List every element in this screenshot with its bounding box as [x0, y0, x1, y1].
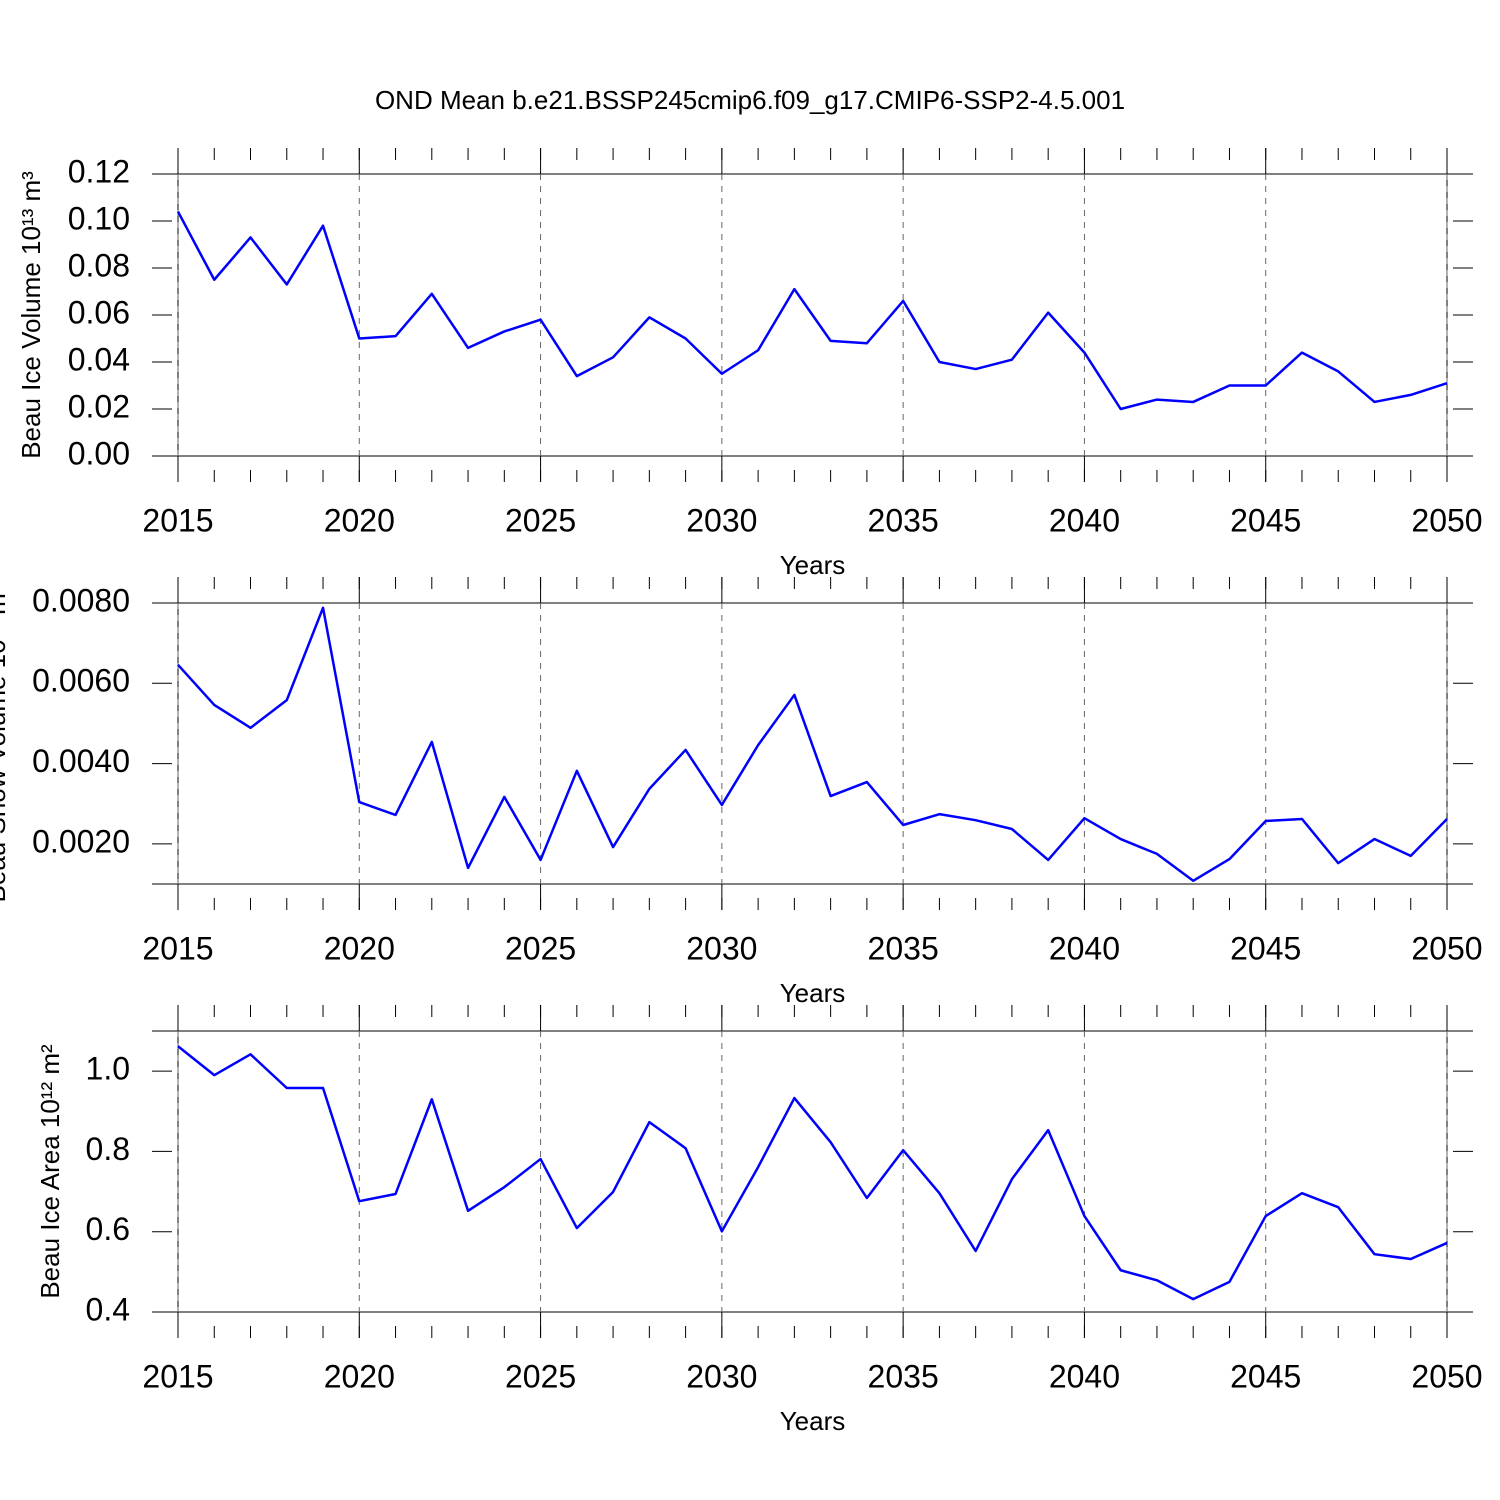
y-tick-label: 0.0020	[32, 823, 130, 859]
x-tick-label: 2030	[686, 1358, 757, 1394]
y-tick-label: 0.8	[86, 1131, 130, 1167]
x-tick-label: 2050	[1411, 1358, 1482, 1394]
x-tick-label: 2040	[1049, 502, 1120, 538]
y-tick-label: 0.08	[68, 247, 130, 283]
y-axis-label: Beau Snow Volume 10¹³ m³	[0, 584, 11, 902]
x-tick-label: 2045	[1230, 502, 1301, 538]
y-tick-label: 0.4	[86, 1291, 130, 1327]
figure-title: OND Mean b.e21.BSSP245cmip6.f09_g17.CMIP…	[375, 85, 1125, 115]
x-tick-label: 2035	[868, 930, 939, 966]
x-tick-label: 2020	[324, 930, 395, 966]
y-tick-label: 0.04	[68, 341, 130, 377]
x-tick-label: 2040	[1049, 1358, 1120, 1394]
x-tick-label: 2035	[868, 1358, 939, 1394]
x-tick-label: 2015	[142, 1358, 213, 1394]
y-tick-label: 0.0080	[32, 582, 130, 618]
y-tick-label: 0.00	[68, 435, 130, 471]
x-tick-label: 2045	[1230, 930, 1301, 966]
y-tick-label: 0.0040	[32, 743, 130, 779]
x-tick-label: 2030	[686, 930, 757, 966]
y-tick-label: 0.10	[68, 200, 130, 236]
y-tick-label: 0.02	[68, 388, 130, 424]
x-tick-label: 2025	[505, 502, 576, 538]
y-tick-label: 0.6	[86, 1211, 130, 1247]
x-axis-label: Years	[780, 978, 846, 1008]
x-tick-label: 2040	[1049, 930, 1120, 966]
y-tick-label: 1.0	[86, 1051, 130, 1087]
x-tick-label: 2050	[1411, 930, 1482, 966]
line	[177, 606, 1448, 883]
x-tick-label: 2030	[686, 502, 757, 538]
x-axis-label: Years	[780, 550, 846, 580]
x-tick-label: 2045	[1230, 1358, 1301, 1394]
line	[177, 1045, 1448, 1301]
x-tick-label: 2035	[868, 502, 939, 538]
x-tick-label: 2020	[324, 502, 395, 538]
x-tick-label: 2025	[505, 1358, 576, 1394]
y-axis-label: Beau Ice Volume 10¹³ m³	[16, 171, 46, 459]
x-tick-label: 2020	[324, 1358, 395, 1394]
y-tick-label: 0.06	[68, 294, 130, 330]
x-tick-label: 2025	[505, 930, 576, 966]
x-tick-label: 2015	[142, 502, 213, 538]
line	[176, 211, 1448, 411]
y-tick-label: 0.0060	[32, 663, 130, 699]
x-tick-label: 2015	[142, 930, 213, 966]
y-axis-label: Beau Ice Area 10¹² m²	[35, 1044, 65, 1299]
x-axis-label: Years	[780, 1406, 846, 1436]
x-tick-label: 2050	[1411, 502, 1482, 538]
y-tick-label: 0.12	[68, 153, 130, 189]
